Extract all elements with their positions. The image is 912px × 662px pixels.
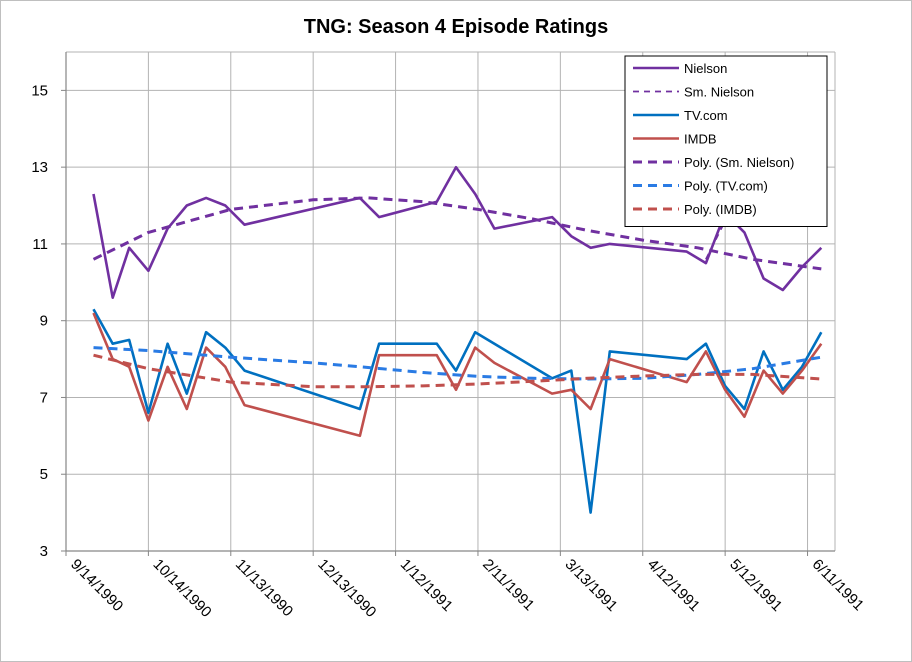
legend-label-poly-imdb: Poly. (IMDB) <box>684 202 757 217</box>
series-line-tv-com <box>92 308 823 514</box>
y-tick-label: 3 <box>40 543 48 560</box>
series-line-imdb <box>92 312 823 438</box>
legend-label-nielson: Nielson <box>684 61 727 76</box>
y-tick-label: 5 <box>40 466 48 483</box>
y-tick-label: 11 <box>32 236 48 253</box>
series-line-poly-imdb <box>93 353 822 389</box>
legend-label-sm-nielson: Sm. Nielson <box>684 85 754 100</box>
legend-box <box>624 55 828 227</box>
legend-label-tv-com: TV.com <box>684 108 728 123</box>
series-line-poly-sm-nielson <box>92 196 822 271</box>
axes <box>65 52 835 552</box>
chart-title: TNG: Season 4 Episode Ratings <box>304 16 609 38</box>
legend-label-poly-sm-nielson: Poly. (Sm. Nielson) <box>684 155 794 170</box>
y-axis-ticks: 3 5 7 9 11 13 15 <box>31 82 66 560</box>
y-tick-label: 15 <box>31 82 48 99</box>
y-tick-label: 13 <box>31 159 48 176</box>
y-tick-label: 9 <box>40 313 48 330</box>
series-line-sm-nielson <box>705 220 726 260</box>
legend-label-poly-tv-com: Poly. (TV.com) <box>684 179 768 194</box>
series-group <box>92 165 823 514</box>
y-tick-label: 7 <box>40 389 48 406</box>
legend-label-imdb: IMDB <box>684 132 717 147</box>
legend: Nielson Sm. Nielson TV.com IMDB Poly. (Sm. N… <box>624 55 828 227</box>
